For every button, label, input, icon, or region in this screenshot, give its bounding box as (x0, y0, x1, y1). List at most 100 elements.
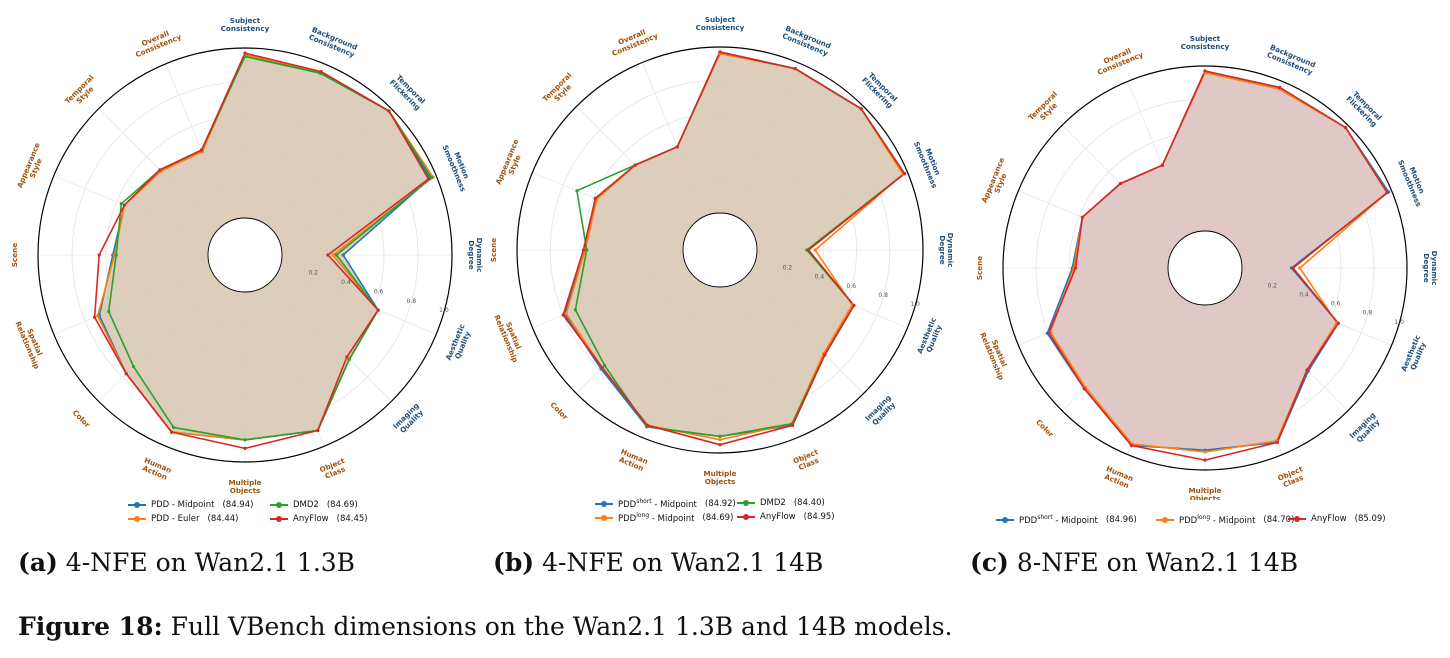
inner-hole (207, 217, 283, 293)
data-point (326, 253, 330, 257)
data-point (97, 253, 101, 257)
data-point (429, 176, 434, 180)
data-point (561, 313, 565, 317)
radar-panel-c: 0.2 0.4 0.6 0.8 1.0 Subject Consistency Backgro… (966, 0, 1449, 600)
legend-swatch (1288, 516, 1306, 522)
legend-swatch (737, 514, 755, 520)
legend-item-anyflow: AnyFlow (84.95) (737, 512, 835, 522)
axis-label-color: Color (71, 408, 93, 430)
data-point (573, 308, 577, 312)
legend-label: PDDlong - Midpoint (1179, 514, 1256, 526)
svg-text:Subject: Subject (705, 15, 736, 24)
svg-text:Dynamic: Dynamic (946, 233, 955, 268)
svg-text:Consistency: Consistency (1181, 42, 1230, 51)
data-point (585, 248, 589, 252)
svg-text:Objects: Objects (1190, 494, 1221, 500)
legend-score: (84.94) (222, 500, 254, 510)
data-point (1291, 266, 1295, 270)
r-tick-label: 0.8 (1363, 310, 1373, 317)
data-point (806, 248, 811, 252)
r-tick-label: 0.4 (341, 279, 351, 286)
legend-label: AnyFlow (760, 512, 796, 522)
svg-text:Scene: Scene (10, 243, 19, 267)
svg-text:Consistency: Consistency (696, 23, 745, 32)
r-tick-label: 0.8 (878, 292, 888, 299)
legend-item-pdd-midpoint: PDD - Midpoint (84.94) (128, 500, 253, 510)
data-point (243, 51, 247, 55)
svg-text:Multiple: Multiple (1188, 486, 1221, 495)
svg-text:Objects: Objects (230, 486, 261, 495)
r-tick-label: 0.6 (374, 288, 384, 295)
legend-label: DMD2 (293, 500, 319, 510)
figure-caption: Figure 18: Full VBench dimensions on the… (18, 612, 953, 641)
data-point (564, 312, 568, 316)
data-point (119, 202, 123, 206)
data-point (813, 248, 817, 252)
legend-item-dmd2: DMD2 (84.40) (737, 498, 825, 508)
svg-text:Degree: Degree (467, 240, 476, 269)
axis-label-color: Color (548, 400, 570, 422)
legend-item-anyflow: AnyFlow (84.45) (270, 514, 368, 524)
data-point (1278, 85, 1282, 90)
radar-panel-b: 0.2 0.4 0.6 0.8 1.0 Subject Consistency Backgro… (483, 0, 966, 600)
legend-score: (84.96) (1105, 514, 1137, 525)
data-point (823, 353, 827, 357)
data-point (170, 430, 174, 434)
r-tick-label: 0.8 (406, 298, 416, 305)
legend-swatch (270, 502, 288, 508)
legend-swatch (996, 516, 1014, 523)
data-point (131, 364, 136, 369)
legend-label: PDD - Midpoint (151, 500, 215, 510)
r-tick-label: 1.0 (439, 307, 449, 314)
legend-swatch (595, 500, 613, 507)
legend-item-anyflow: AnyFlow (85.09) (1288, 514, 1386, 524)
svg-text:Multiple: Multiple (703, 469, 736, 478)
r-tick-label: 0.6 (847, 283, 857, 290)
data-point (1160, 163, 1165, 167)
data-point (345, 355, 349, 359)
legend-score: (84.69) (326, 500, 358, 510)
data-point (633, 163, 637, 167)
svg-text:Degree: Degree (938, 235, 947, 264)
data-point (1343, 125, 1348, 130)
legend-item-dmd2: DMD2 (84.69) (270, 500, 358, 510)
data-point (718, 438, 722, 442)
data-point (341, 253, 345, 257)
svg-text:Multiple: Multiple (228, 478, 261, 487)
legend-item-pddshort: PDDshort - Midpoint (84.92) (595, 498, 736, 510)
legend-swatch (270, 516, 288, 522)
r-tick-label: 1.0 (910, 301, 920, 308)
svg-text:Subject: Subject (1190, 34, 1221, 43)
legend-score: (84.45) (336, 514, 368, 524)
data-point (171, 425, 176, 429)
axis-label-color: Color (1034, 417, 1056, 439)
data-point (600, 366, 604, 370)
data-point (1385, 190, 1389, 195)
legend-score: (85.09) (1354, 514, 1386, 524)
data-point (1129, 443, 1134, 448)
legend-label: AnyFlow (1311, 514, 1347, 524)
